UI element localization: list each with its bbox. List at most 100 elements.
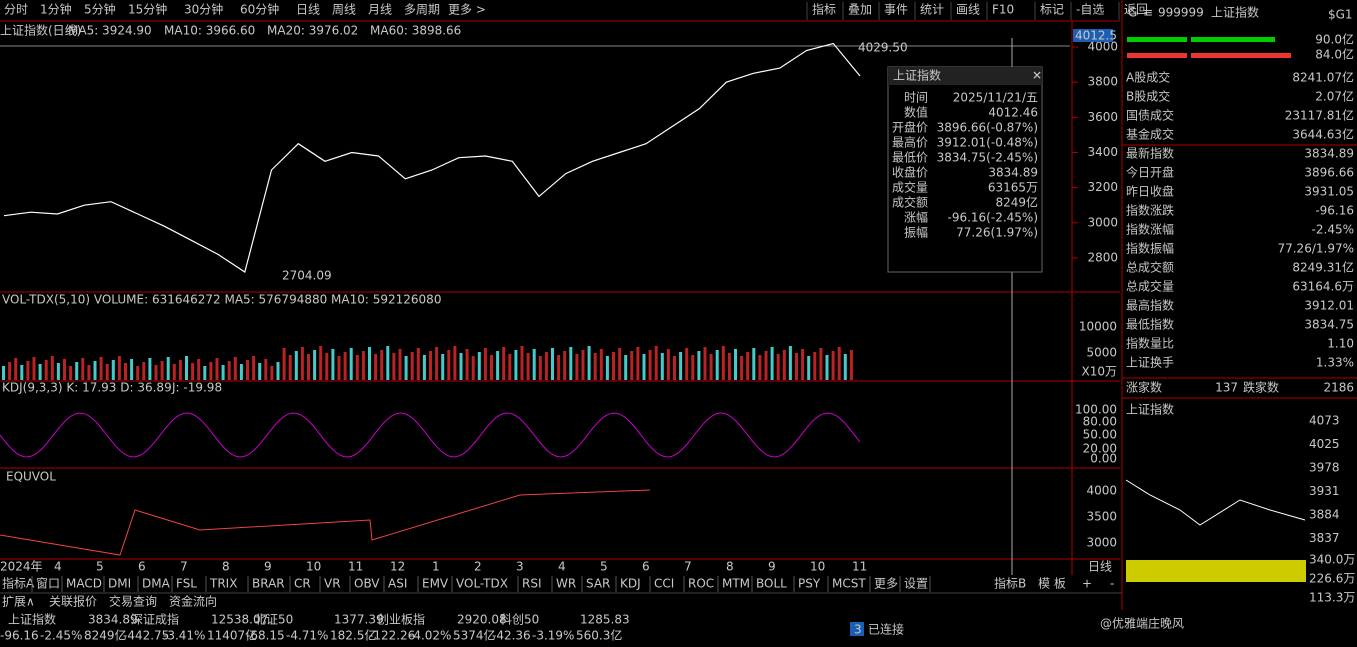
kdj-axis: 50.00 (1083, 428, 1117, 442)
panel-key: 今日开盘 (1126, 165, 1174, 180)
watermark: @优雅端庄晚风 (1100, 616, 1184, 631)
indicator-tab[interactable]: VOL-TDX (456, 577, 508, 591)
tool-btn[interactable]: 返回 (1124, 3, 1148, 17)
tool-btn[interactable]: 指标 (812, 2, 836, 17)
indicator-tab[interactable]: FSL (176, 577, 197, 591)
volume-bar (770, 347, 774, 380)
volume-bar (313, 350, 317, 380)
volume-bar (459, 353, 463, 380)
indicator-tab[interactable]: MTM (722, 577, 750, 591)
indicator-tab[interactable]: TRIX (209, 577, 237, 591)
tab[interactable]: 1分钟 (40, 2, 72, 17)
tool-btn[interactable]: F10 (992, 3, 1014, 17)
volume-bar (343, 352, 347, 380)
equvol-line (0, 489, 651, 556)
low-label: 2704.09 (282, 269, 332, 283)
indicator-tab[interactable]: 设置 (904, 577, 928, 591)
indicator-tab[interactable]: MACD (66, 577, 102, 591)
indicator-tab[interactable]: BRAR (252, 577, 285, 591)
tooltip-key: 数值 (904, 105, 928, 120)
bottom-tab[interactable]: 关联报价 (49, 594, 97, 609)
tab[interactable]: 60分钟 (240, 2, 279, 17)
tab[interactable]: 30分钟 (184, 2, 223, 17)
volume-bar (99, 357, 103, 380)
panel-value: 3644.63亿 (1292, 127, 1354, 142)
volume-bar (605, 356, 609, 380)
x-tick-label: 5 (96, 560, 104, 574)
volume-bar (252, 356, 256, 380)
tool-btn[interactable]: 叠加 (848, 3, 872, 17)
ticker-change: -442.75 (123, 629, 169, 643)
tool-btn[interactable]: 画线 (956, 3, 980, 17)
indicator-tab[interactable]: MCST (832, 577, 866, 591)
volume-bar (56, 363, 60, 380)
volume-bar (63, 359, 66, 380)
current-price: 4012.5 (1075, 29, 1117, 43)
tool-btn[interactable]: 统计 (920, 3, 944, 17)
volume-bar (843, 354, 847, 380)
indicator-tab[interactable]: DMA (142, 577, 171, 591)
tab[interactable]: 15分钟 (128, 2, 167, 17)
ticker-name: 北证50 (254, 613, 293, 627)
panel-bar-label: 84.0亿 (1315, 47, 1354, 62)
indicator-tab[interactable]: PSY (798, 577, 821, 591)
bottom-tab[interactable]: 交易查询 (109, 594, 157, 609)
volume-bar (404, 356, 408, 380)
tool-btn[interactable]: 事件 (884, 3, 908, 17)
tab[interactable]: 多周期 (404, 3, 440, 17)
tab[interactable]: 月线 (368, 3, 392, 17)
y-tick-label: 4000 (1087, 40, 1118, 54)
indicator-tab[interactable]: OBV (354, 577, 380, 591)
volume-bar (453, 346, 457, 380)
indicator-tab[interactable]: + (1082, 577, 1092, 591)
panel-value: 8249.31亿 (1292, 260, 1354, 275)
tab[interactable]: 分时 (4, 3, 28, 17)
tab[interactable]: 周线 (332, 3, 356, 17)
tab[interactable]: 日线 (296, 3, 320, 17)
vol-axis: 5000 (1086, 346, 1117, 360)
ticker-pct: -4.71% (286, 629, 328, 643)
indicator-tab[interactable]: 指标A (2, 576, 35, 591)
indicator-tab[interactable]: KDJ (620, 577, 641, 591)
frame (1073, 29, 1113, 42)
volume-bar (172, 364, 176, 380)
volume-bar (166, 357, 170, 380)
panel-value: 3931.05 (1304, 185, 1354, 199)
indicator-tab[interactable]: VR (324, 577, 341, 591)
indicator-tab[interactable]: - (1110, 577, 1114, 591)
volume-bar (831, 351, 835, 380)
indicator-tab[interactable]: CCI (654, 577, 674, 591)
panel-key: 最低指数 (1126, 317, 1174, 332)
tool-btn[interactable]: -自选 (1076, 3, 1104, 17)
indicator-tab[interactable]: ROC (688, 577, 714, 591)
indicator-tab[interactable]: EMV (422, 577, 449, 591)
volume-bar (435, 347, 439, 380)
volume-bar (642, 354, 646, 380)
indicator-tab[interactable]: 更多 (874, 577, 898, 591)
tool-btn[interactable]: 标记 (1040, 3, 1064, 17)
panel-key: 总成交量 (1126, 279, 1174, 294)
volume-bar (837, 347, 841, 380)
bottom-tab[interactable]: 扩展∧ (2, 595, 35, 609)
indicator-tab[interactable]: DMI (108, 577, 131, 591)
volume-bar (776, 354, 780, 380)
tab[interactable]: 5分钟 (84, 2, 116, 17)
indicator-tab[interactable]: SAR (586, 577, 610, 591)
volume-bar (429, 351, 432, 380)
indicator-tab[interactable]: CR (294, 577, 311, 591)
volume-bar (496, 351, 500, 380)
tab[interactable]: 更多 > (448, 3, 486, 17)
indicator-tab[interactable]: BOLL (756, 577, 787, 591)
indicator-tab[interactable]: 窗口 (36, 577, 60, 591)
indicator-tab[interactable]: WR (556, 577, 576, 591)
panel-code: 999999 (1158, 6, 1204, 20)
indicator-tab[interactable]: ASI (388, 577, 407, 591)
volume-bar (8, 362, 12, 380)
tooltip-value: 2025/11/21/五 (953, 91, 1038, 105)
indicator-tab[interactable]: 指标B (994, 576, 1026, 591)
mini-axis: 340.0万 (1309, 553, 1355, 567)
volume-bar (221, 365, 225, 380)
indicator-tab[interactable]: 模 板 (1038, 577, 1066, 591)
bottom-tab[interactable]: 资金流向 (169, 594, 217, 609)
indicator-tab[interactable]: RSI (522, 577, 542, 591)
